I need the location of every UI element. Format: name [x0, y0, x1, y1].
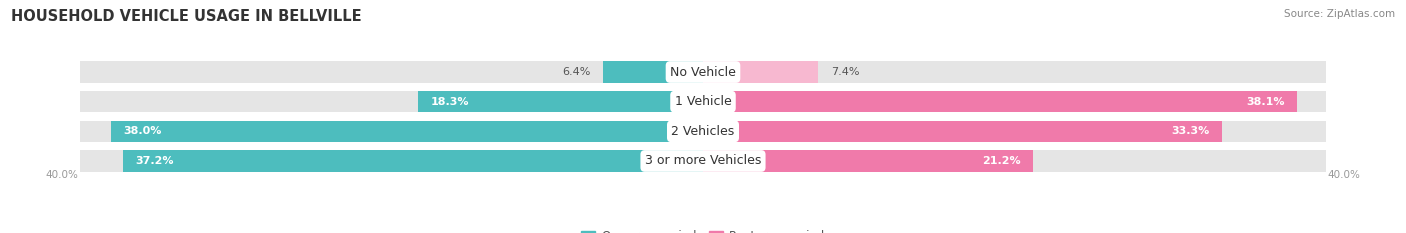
Legend: Owner-occupied, Renter-occupied: Owner-occupied, Renter-occupied	[576, 225, 830, 233]
Bar	[603, 61, 703, 83]
Text: 38.1%: 38.1%	[1246, 97, 1284, 107]
Bar	[418, 91, 703, 112]
Bar	[124, 150, 703, 172]
Bar	[703, 150, 1033, 172]
Text: No Vehicle: No Vehicle	[671, 65, 735, 79]
Bar	[80, 121, 703, 142]
Bar	[80, 61, 703, 83]
Text: Source: ZipAtlas.com: Source: ZipAtlas.com	[1284, 9, 1395, 19]
Bar	[703, 121, 1326, 142]
Text: 21.2%: 21.2%	[983, 156, 1021, 166]
Text: HOUSEHOLD VEHICLE USAGE IN BELLVILLE: HOUSEHOLD VEHICLE USAGE IN BELLVILLE	[11, 9, 361, 24]
Text: 1 Vehicle: 1 Vehicle	[675, 95, 731, 108]
Text: 18.3%: 18.3%	[430, 97, 468, 107]
Bar	[80, 91, 703, 112]
Bar	[111, 121, 703, 142]
Text: 33.3%: 33.3%	[1171, 126, 1209, 136]
Text: 7.4%: 7.4%	[831, 67, 859, 77]
Bar	[80, 150, 703, 172]
Bar	[703, 61, 818, 83]
Bar	[703, 91, 1296, 112]
Text: 40.0%: 40.0%	[45, 170, 79, 180]
Text: 38.0%: 38.0%	[124, 126, 162, 136]
Text: 2 Vehicles: 2 Vehicles	[672, 125, 734, 138]
Bar	[703, 61, 1326, 83]
Bar	[703, 91, 1326, 112]
Bar	[703, 121, 1222, 142]
Bar	[703, 150, 1326, 172]
Text: 6.4%: 6.4%	[562, 67, 591, 77]
Text: 37.2%: 37.2%	[136, 156, 174, 166]
Text: 40.0%: 40.0%	[1327, 170, 1361, 180]
Text: 3 or more Vehicles: 3 or more Vehicles	[645, 154, 761, 168]
